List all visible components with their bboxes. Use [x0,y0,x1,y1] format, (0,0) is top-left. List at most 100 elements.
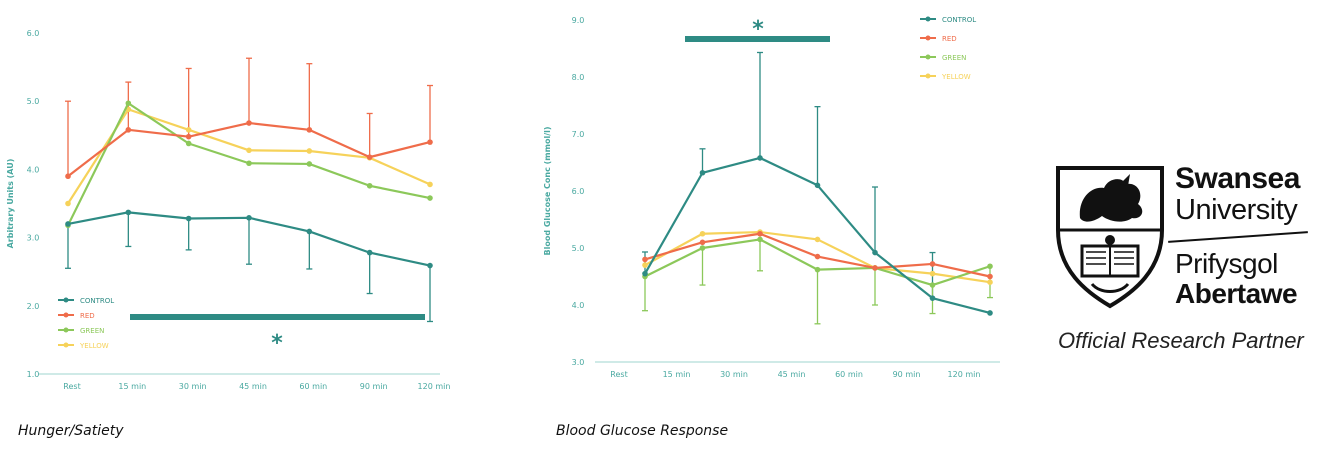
data-point-red [246,120,252,126]
university-crest-icon [1056,166,1164,309]
data-point-red [699,239,706,246]
legend-marker [63,297,69,303]
data-point-control [306,228,313,235]
swansea-university-logo: Swansea University Prifysgol Abertawe Of… [1050,160,1320,360]
y-tick-label: 1.0 [27,370,40,379]
data-point-red [757,230,763,237]
data-point-green [366,182,373,189]
y-tick-label: 9.0 [572,16,585,25]
data-point-green [185,140,192,147]
y-tick-label: 3.0 [27,234,40,243]
data-point-red [427,139,433,145]
y-tick-label: 8.0 [572,73,585,82]
legend-entry: GREEN [942,54,966,62]
logo-line-swansea: Swansea [1175,162,1300,195]
data-point-red [642,256,648,263]
data-point-red [65,173,71,180]
data-point-yellow [987,279,993,286]
data-point-yellow [185,127,192,133]
data-point-control [185,215,192,222]
y-axis-label: Arbitrary Units (AU) [6,159,15,249]
y-tick-label: 7.0 [572,130,585,139]
y-tick-label: 4.0 [572,301,585,310]
data-point-control [814,182,821,189]
legend-entry: YELLOW [79,342,109,350]
logo-line-prifysgol: Prifysgol [1175,248,1278,279]
y-tick-label: 5.0 [572,244,585,253]
legend-entry: GREEN [80,327,104,335]
y-tick-label: 6.0 [27,29,40,38]
x-tick-label: 60 min [299,382,327,391]
data-point-green [427,195,433,201]
data-point-red [929,261,936,267]
data-point-red [987,273,993,280]
data-point-red [872,265,878,271]
data-point-control [125,209,132,216]
logo-line-abertawe: Abertawe [1175,278,1298,309]
x-tick-label: 45 min [778,370,806,379]
x-tick-label: 90 min [360,382,388,391]
hunger-satiety-chart: 1.0 2.0 3.0 4.0 5.0 6.0 Arbitrary Units (AU) Re… [6,29,451,391]
y-tick-label: 6.0 [572,187,585,196]
data-point-green [987,263,993,270]
data-point-control [65,221,71,227]
x-tick-label: 15 min [118,382,146,391]
data-point-red [185,133,192,140]
x-tick-label: 45 min [239,382,267,391]
y-axis-label: Blood Glucose Conc (mmol/l) [543,126,552,255]
y-tick-label: 5.0 [27,97,40,106]
data-point-yellow [427,181,433,188]
data-point-yellow [306,148,313,154]
data-point-green [814,266,821,273]
data-point-green [757,236,763,243]
data-point-yellow [699,230,706,237]
legend-marker [925,16,931,22]
y-tick-label: 2.0 [27,302,40,311]
significance-bar [685,36,830,42]
data-point-yellow [814,236,821,243]
legend-marker [925,35,931,41]
x-tick-label: Rest [63,382,80,391]
legend-entry: CONTROL [80,297,114,305]
data-point-control [987,310,993,316]
logo-divider [1168,231,1308,243]
chart-caption-glucose: Blood Glucose Response [556,423,729,439]
blood-glucose-chart: 3.0 4.0 5.0 6.0 7.0 8.0 9.0 Blood Glucose Conc … [543,16,1000,379]
chart-caption-hunger: Hunger/Satiety [18,423,124,439]
legend-marker [925,54,931,60]
data-point-control [427,262,433,269]
x-tick-label: 120 min [948,370,981,379]
data-point-control [929,295,936,301]
x-tick-label: 120 min [418,382,451,391]
data-point-red [306,127,313,133]
legend-marker [63,312,69,318]
legend-entry: YELLOW [941,73,971,81]
significance-asterisk: * [271,331,283,356]
legend-marker [925,73,931,79]
legend-entry: RED [80,312,95,320]
y-tick-label: 4.0 [27,165,40,174]
data-point-yellow [65,200,71,207]
data-point-green [699,245,706,251]
data-point-yellow [246,147,252,154]
x-tick-label: 60 min [835,370,863,379]
data-point-green [246,160,252,167]
data-point-control [246,215,252,221]
x-tick-label: 15 min [663,370,691,379]
data-point-yellow [929,270,936,277]
data-point-yellow [642,262,648,268]
data-point-control [366,249,373,256]
y-tick-label: 3.0 [572,358,585,367]
x-tick-label: Rest [610,370,627,379]
data-point-control [872,249,878,256]
data-point-green [125,100,132,107]
data-point-red [814,253,821,260]
data-point-green [929,282,936,288]
legend-entry: RED [942,35,957,43]
x-tick-label: 30 min [720,370,748,379]
data-point-control [699,169,706,176]
data-point-control [642,270,648,277]
logo-line-university: University [1175,194,1298,226]
x-tick-label: 90 min [893,370,921,379]
data-point-green [306,161,313,167]
